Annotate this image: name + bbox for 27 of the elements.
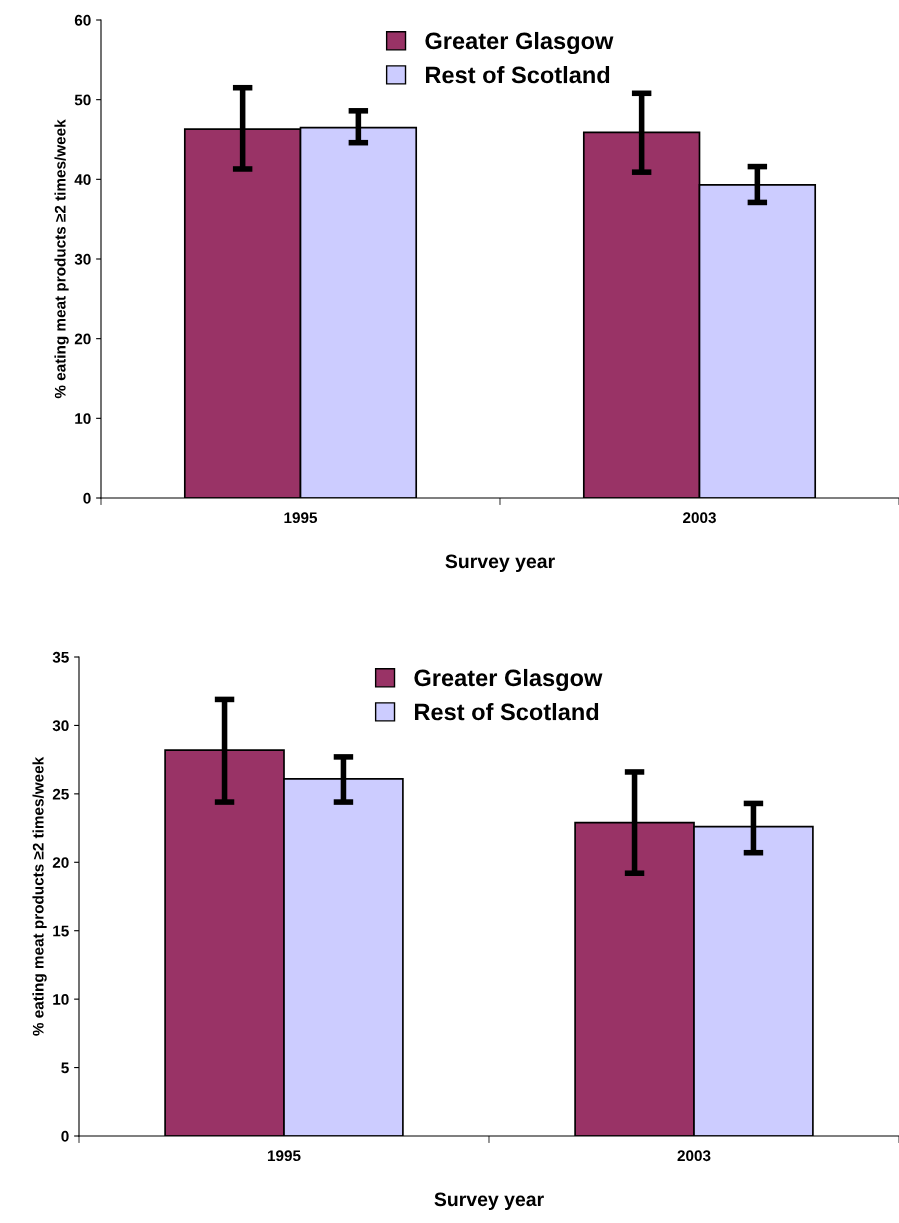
y-tick-label: 35 [52,651,69,663]
y-axis-title: % eating meat products ≥2 times/week [54,119,69,399]
y-tick-label: 60 [74,14,91,26]
y-tick-label: 10 [53,994,69,1005]
y-axis-title: % eating meat products ≥2 times/week [32,756,47,1036]
x-tick-label: 2003 [683,512,716,524]
y-tick-label: 0 [61,1130,69,1142]
y-tick-label: 25 [52,788,69,800]
y-tick-label: 10 [75,413,91,425]
x-axis-title: Survey year [434,1192,544,1211]
y-tick-label: 20 [52,857,69,868]
y-tick-label: 15 [53,925,69,937]
y-tick-label: 5 [61,1062,69,1074]
y-tick-label: 50 [74,94,91,106]
legend-label: Rest of Scotland [414,702,599,721]
y-tick-label: 0 [83,492,91,504]
x-tick-label: 1995 [284,512,318,524]
x-axis-title: Survey year [445,554,555,573]
x-tick-label: 1995 [267,1150,301,1162]
legend-label: Greater Glasgow [414,668,603,692]
y-tick-label: 30 [74,253,91,265]
legend-label: Rest of Scotland [425,65,610,84]
y-tick-label: 30 [52,720,69,732]
x-tick-label: 2003 [677,1150,711,1162]
legend-label: Greater Glasgow [425,31,614,55]
y-tick-label: 40 [74,174,91,186]
y-tick-label: 20 [74,333,91,345]
